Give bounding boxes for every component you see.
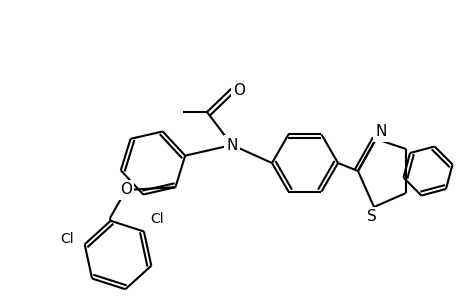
Text: Cl: Cl [61, 232, 74, 246]
Text: N: N [375, 124, 386, 140]
Text: N: N [226, 137, 237, 152]
Text: S: S [366, 209, 376, 224]
Text: O: O [233, 82, 245, 98]
Text: O: O [120, 182, 132, 197]
Text: Cl: Cl [150, 212, 164, 226]
